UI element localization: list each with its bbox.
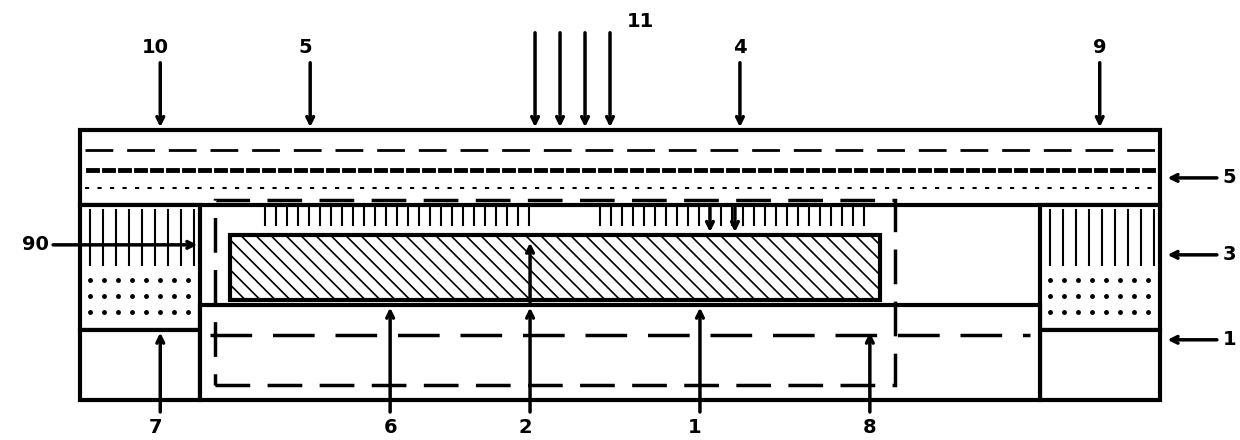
Text: 2: 2	[518, 418, 532, 437]
Bar	[231, 235, 880, 300]
Text: 11: 11	[626, 12, 653, 32]
Bar	[1040, 330, 1159, 400]
Text: 3: 3	[1223, 246, 1236, 264]
Bar	[81, 330, 200, 400]
Text: 9: 9	[1092, 38, 1106, 58]
Text: 4: 4	[733, 38, 746, 58]
Text: 8: 8	[863, 418, 877, 437]
Text: 10: 10	[141, 38, 169, 58]
Bar	[1040, 205, 1159, 330]
Bar	[81, 205, 200, 330]
Text: 1: 1	[1223, 330, 1236, 349]
Text: 5: 5	[299, 38, 312, 58]
Text: 7: 7	[149, 418, 162, 437]
Text: 90: 90	[22, 235, 48, 254]
Bar	[81, 130, 1159, 205]
Bar	[216, 200, 895, 385]
Text: 5: 5	[1223, 169, 1236, 187]
Text: 1: 1	[688, 418, 702, 437]
Bar	[200, 305, 1040, 400]
Text: 6: 6	[383, 418, 397, 437]
